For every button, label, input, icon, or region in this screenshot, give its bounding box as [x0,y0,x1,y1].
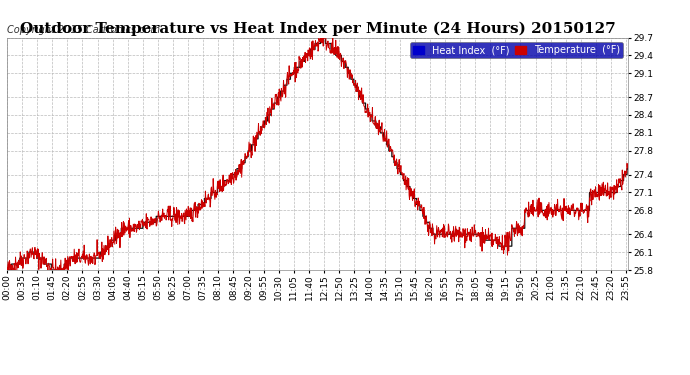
Title: Outdoor Temperature vs Heat Index per Minute (24 Hours) 20150127: Outdoor Temperature vs Heat Index per Mi… [19,22,615,36]
Legend: Heat Index  (°F), Temperature  (°F): Heat Index (°F), Temperature (°F) [410,42,623,58]
Text: Copyright 2015 Cartronics.com: Copyright 2015 Cartronics.com [7,25,160,35]
